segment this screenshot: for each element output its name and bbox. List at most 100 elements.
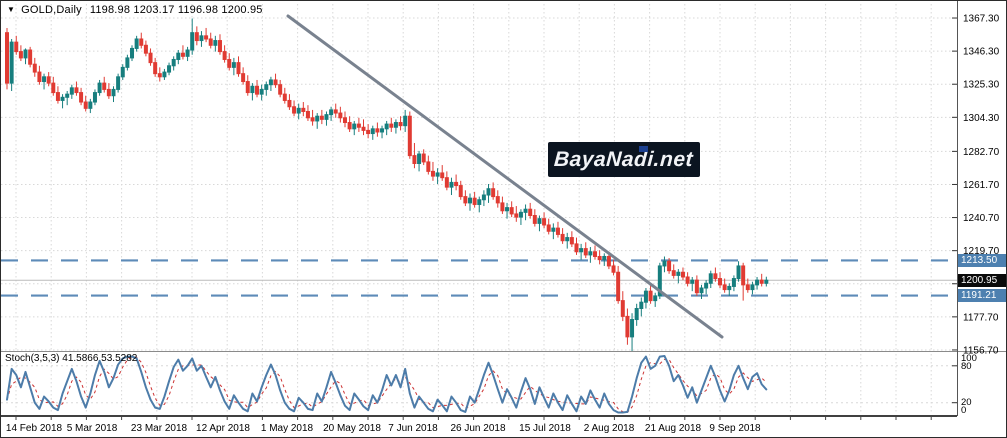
candle-body	[606, 255, 611, 267]
candle-body	[273, 79, 278, 86]
candle-body	[704, 282, 709, 289]
candle-body	[111, 88, 116, 97]
candle-body	[167, 65, 172, 73]
candle-body	[227, 58, 232, 68]
candle-body	[412, 155, 417, 164]
candle-body	[694, 279, 699, 294]
candle-body	[505, 207, 510, 212]
candle-body	[634, 307, 639, 321]
candle-body	[546, 224, 551, 232]
candle-body	[407, 115, 412, 157]
candle-body	[74, 87, 79, 94]
stoch-indicator-label: Stoch(3,5,3) 41.5866 53.5282	[5, 353, 138, 364]
candle-body	[708, 273, 713, 284]
candle-body	[79, 92, 84, 103]
candle-body	[102, 82, 107, 90]
y-axis-label: 1346.30	[963, 47, 1000, 58]
y-axis-label: 1177.70	[963, 312, 999, 323]
candle-body	[472, 197, 477, 205]
candle-body	[46, 76, 51, 84]
stoch-d-line	[6, 356, 767, 413]
x-axis-label: 12 Apr 2018	[196, 423, 250, 434]
candle-body	[356, 123, 361, 128]
candle-body	[565, 237, 570, 242]
candle-body	[268, 79, 273, 86]
y-axis-label: 1304.30	[963, 113, 1000, 124]
candle-body	[116, 76, 121, 90]
candle-body	[491, 188, 496, 198]
candle-body	[231, 62, 236, 68]
candle-body	[579, 248, 584, 253]
candle-body	[287, 99, 292, 108]
x-axis-label: 15 Jul 2018	[519, 423, 571, 434]
candle-body	[426, 161, 431, 172]
x-axis-label: 9 Sep 2018	[709, 423, 761, 434]
candle-body	[366, 129, 371, 135]
candle-body	[250, 85, 255, 94]
y-axis-label: 1325.30	[963, 80, 1000, 91]
candle-body	[9, 41, 14, 84]
candle-body	[14, 41, 19, 53]
candle-body	[310, 117, 315, 122]
candle-body	[171, 58, 176, 67]
candle-body	[718, 278, 723, 286]
candle-body	[190, 32, 195, 51]
candle-body	[542, 218, 547, 226]
candle-body	[588, 251, 593, 256]
candle-body	[435, 172, 440, 177]
candle-body	[500, 202, 505, 212]
candle-body	[555, 227, 560, 235]
candle-body	[106, 88, 111, 97]
candle-body	[454, 181, 459, 187]
candle-body	[569, 237, 574, 245]
candle-body	[347, 122, 352, 130]
candle-body	[731, 278, 736, 287]
candle-body	[509, 207, 514, 215]
candle-body	[352, 123, 357, 130]
candle-body	[750, 284, 755, 291]
candle-body	[236, 62, 241, 75]
candle-body	[23, 49, 28, 59]
candle-body	[208, 38, 213, 46]
candle-body	[417, 153, 422, 164]
y-axis-label: 1219.70	[963, 246, 1000, 257]
candle-body	[648, 290, 653, 302]
candle-body	[523, 208, 528, 213]
y-axis-label: 1240.70	[963, 213, 1000, 224]
candle-body	[278, 84, 283, 95]
descending-trendline	[286, 14, 724, 339]
candle-body	[222, 51, 227, 60]
candle-body	[690, 279, 695, 284]
chart-marker-icon: ▼	[7, 5, 16, 14]
candle-body	[722, 284, 727, 291]
x-axis-label: 23 Mar 2018	[131, 423, 188, 434]
x-axis-label: 1 May 2018	[261, 423, 314, 434]
x-axis-label: 2 Aug 2018	[584, 423, 635, 434]
candle-body	[194, 32, 199, 42]
candle-body	[361, 126, 366, 131]
candle-body	[176, 52, 181, 60]
candle-body	[259, 88, 264, 95]
symbol-period-label: GOLD,Daily	[21, 4, 82, 16]
x-axis-label: 26 Jun 2018	[450, 423, 505, 434]
stoch-scale-label: 20	[961, 397, 972, 408]
stoch-scale-label: 0	[961, 405, 966, 416]
candle-body	[342, 117, 347, 124]
candle-body	[333, 109, 338, 114]
candle-body	[217, 40, 222, 53]
candle-body	[42, 76, 47, 83]
x-axis-label: 21 Aug 2018	[645, 423, 702, 434]
watermark-flag-icon	[639, 146, 648, 152]
candle-body	[551, 227, 556, 232]
candle-body	[620, 300, 625, 317]
candle-body	[315, 115, 320, 122]
candle-body	[241, 73, 246, 83]
candle-body	[657, 265, 662, 297]
candle-body	[148, 52, 153, 64]
stoch-scale-label: 100	[961, 353, 977, 364]
candle-body	[69, 87, 74, 95]
ohlc-values: 1198.98 1203.17 1196.98 1200.95	[89, 4, 263, 16]
candle-body	[764, 279, 769, 284]
candle-body	[741, 265, 746, 286]
